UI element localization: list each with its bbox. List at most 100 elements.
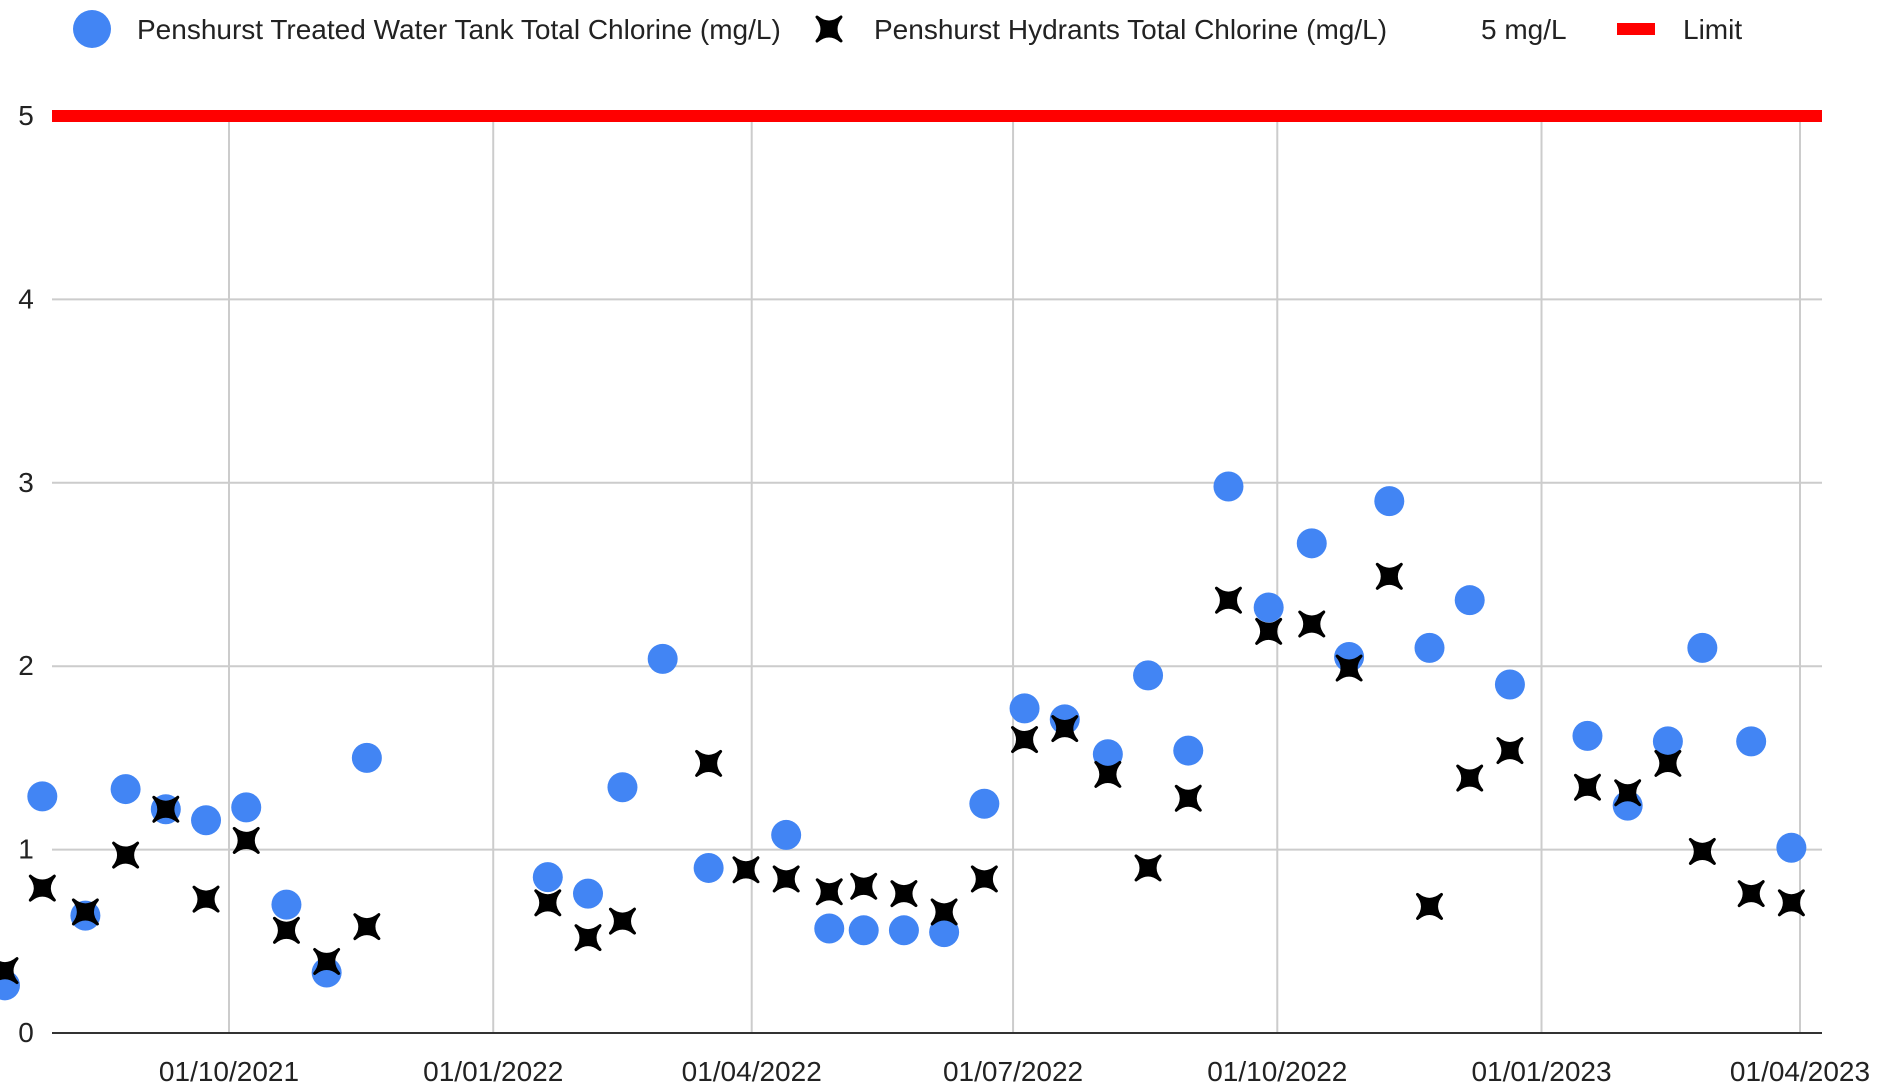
legend: Penshurst Treated Water Tank Total Chlor… [73,10,1742,48]
tank-data-point [1414,632,1445,663]
hydrants-data-point [1255,617,1283,645]
series-tank [0,471,1807,1001]
hydrants-data-point [574,924,602,952]
hydrants-data-point [890,880,918,908]
y-tick-label: 1 [18,834,34,865]
legend-label-tank: Penshurst Treated Water Tank Total Chlor… [137,14,781,45]
hydrants-data-point [1654,749,1682,777]
x-tick-label: 01/10/2021 [159,1056,299,1086]
tank-data-point [888,915,919,946]
hydrants-data-point [1777,889,1805,917]
hydrants-data-point [71,898,99,926]
hydrants-data-point [1573,773,1601,801]
y-tick-label: 3 [18,467,34,498]
hydrants-data-point [0,957,19,985]
hydrants-data-point [112,841,140,869]
hydrants-data-point [850,872,878,900]
tank-data-point [532,862,563,893]
hydrants-data-point [534,889,562,917]
legend-label-limit: Limit [1683,14,1742,45]
gridlines [52,115,1822,1034]
tank-data-point [191,805,222,836]
tank-data-point [607,772,638,803]
tank-data-point [1133,660,1164,691]
hydrants-data-point [732,856,760,884]
legend-limit-swatch [1617,23,1655,35]
x-tick-label: 01/04/2022 [682,1056,822,1086]
y-axis-ticks: 0 1 2 3 4 5 [18,100,34,1048]
hydrants-data-point [272,916,300,944]
tank-data-point [693,852,724,883]
hydrants-data-point [1335,654,1363,682]
hydrants-data-point [1094,760,1122,788]
hydrants-data-point [608,907,636,935]
tank-data-point [1652,726,1683,757]
tank-data-point [1213,471,1244,502]
hydrants-data-point [1416,892,1444,920]
hydrants-data-point [1614,779,1642,807]
hydrants-data-point [28,874,56,902]
hydrants-data-point [232,826,260,854]
tank-data-point [929,917,960,948]
tank-data-point [1776,832,1807,863]
tank-data-point [110,774,141,805]
x-tick-label: 01/07/2022 [943,1056,1083,1086]
hydrants-data-point [930,898,958,926]
tank-data-point [848,915,879,946]
x-axis-ticks: 01/10/2021 01/01/2022 01/04/2022 01/07/2022… [159,1056,1870,1086]
legend-label-hydrants: Penshurst Hydrants Total Chlorine (mg/L) [874,14,1387,45]
hydrants-data-point [695,749,723,777]
tank-data-point [647,643,678,674]
legend-x-marker [815,15,843,43]
y-tick-label: 2 [18,650,34,681]
hydrants-data-point [1298,610,1326,638]
tank-data-point [1687,632,1718,663]
hydrants-data-point [313,947,341,975]
hydrants-data-point [970,865,998,893]
series-hydrants [0,562,1805,985]
hydrants-data-point [772,865,800,893]
hydrants-data-point [1375,562,1403,590]
tank-data-point [814,913,845,944]
hydrants-data-point [192,885,220,913]
y-tick-label: 0 [18,1017,34,1048]
tank-data-point [1253,592,1284,623]
x-tick-label: 01/01/2022 [423,1056,563,1086]
x-tick-label: 01/04/2023 [1730,1056,1870,1086]
tank-data-point [1736,726,1767,757]
tank-data-point [1374,486,1405,517]
hydrants-data-point [1134,854,1162,882]
tank-data-point [27,781,58,812]
legend-label-5mgl: 5 mg/L [1481,14,1567,45]
hydrants-data-point [1051,715,1079,743]
tank-data-point [1572,720,1603,751]
tank-data-point [1092,739,1123,770]
tank-data-point [573,878,604,909]
hydrants-data-point [1011,726,1039,754]
x-tick-label: 01/10/2022 [1207,1056,1347,1086]
hydrants-data-point [1496,737,1524,765]
hydrants-data-point [1174,784,1202,812]
hydrants-data-point [815,878,843,906]
tank-data-point [271,889,302,920]
hydrants-data-point [1214,586,1242,614]
legend-circle-marker [73,10,111,48]
tank-data-point [351,742,382,773]
hydrants-data-point [1737,880,1765,908]
y-tick-label: 5 [18,100,34,131]
tank-data-point [1009,693,1040,724]
legend-x-glyph [815,15,843,43]
tank-data-point [1494,669,1525,700]
hydrants-data-point [1456,764,1484,792]
hydrants-data-point [1688,837,1716,865]
tank-data-point [771,819,802,850]
y-tick-label: 4 [18,283,34,314]
hydrants-data-point [353,913,381,941]
hydrants-data-point [152,795,180,823]
tank-data-point [1173,735,1204,766]
tank-data-point [1296,528,1327,559]
x-tick-label: 01/01/2023 [1471,1056,1611,1086]
tank-data-point [969,788,1000,819]
